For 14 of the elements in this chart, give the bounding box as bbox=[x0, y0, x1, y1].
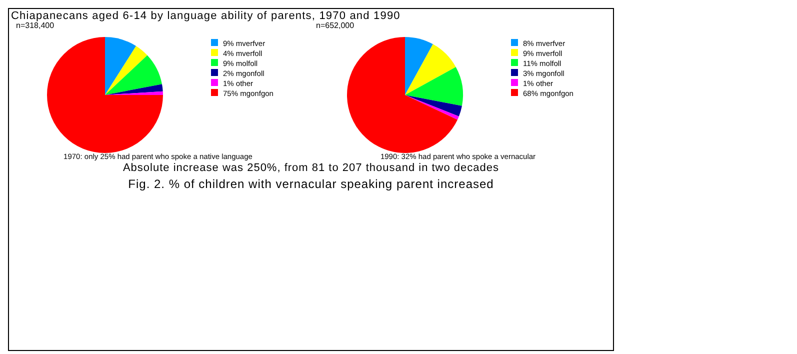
pie-slice bbox=[105, 55, 162, 95]
pie-slice bbox=[405, 44, 456, 95]
pie-slice bbox=[105, 84, 163, 95]
caption: Fig. 2. % of children with vernacular speaking parent increased bbox=[128, 177, 494, 191]
pie-slice bbox=[405, 37, 433, 95]
pie-slice bbox=[47, 37, 163, 153]
pie-slice bbox=[105, 37, 136, 95]
chart-title: Chiapanecans aged 6-14 by language ability of parents, 1970 and 1990 bbox=[11, 10, 400, 22]
text: n=318,400 bbox=[16, 21, 55, 30]
pie-slice bbox=[405, 67, 463, 106]
text: n=652,000 bbox=[316, 21, 355, 30]
pie-slice bbox=[347, 37, 458, 153]
text: Absolute increase was 250%, from 81 to 207 thousand in two decades bbox=[122, 162, 500, 174]
pie-slice bbox=[105, 46, 148, 95]
